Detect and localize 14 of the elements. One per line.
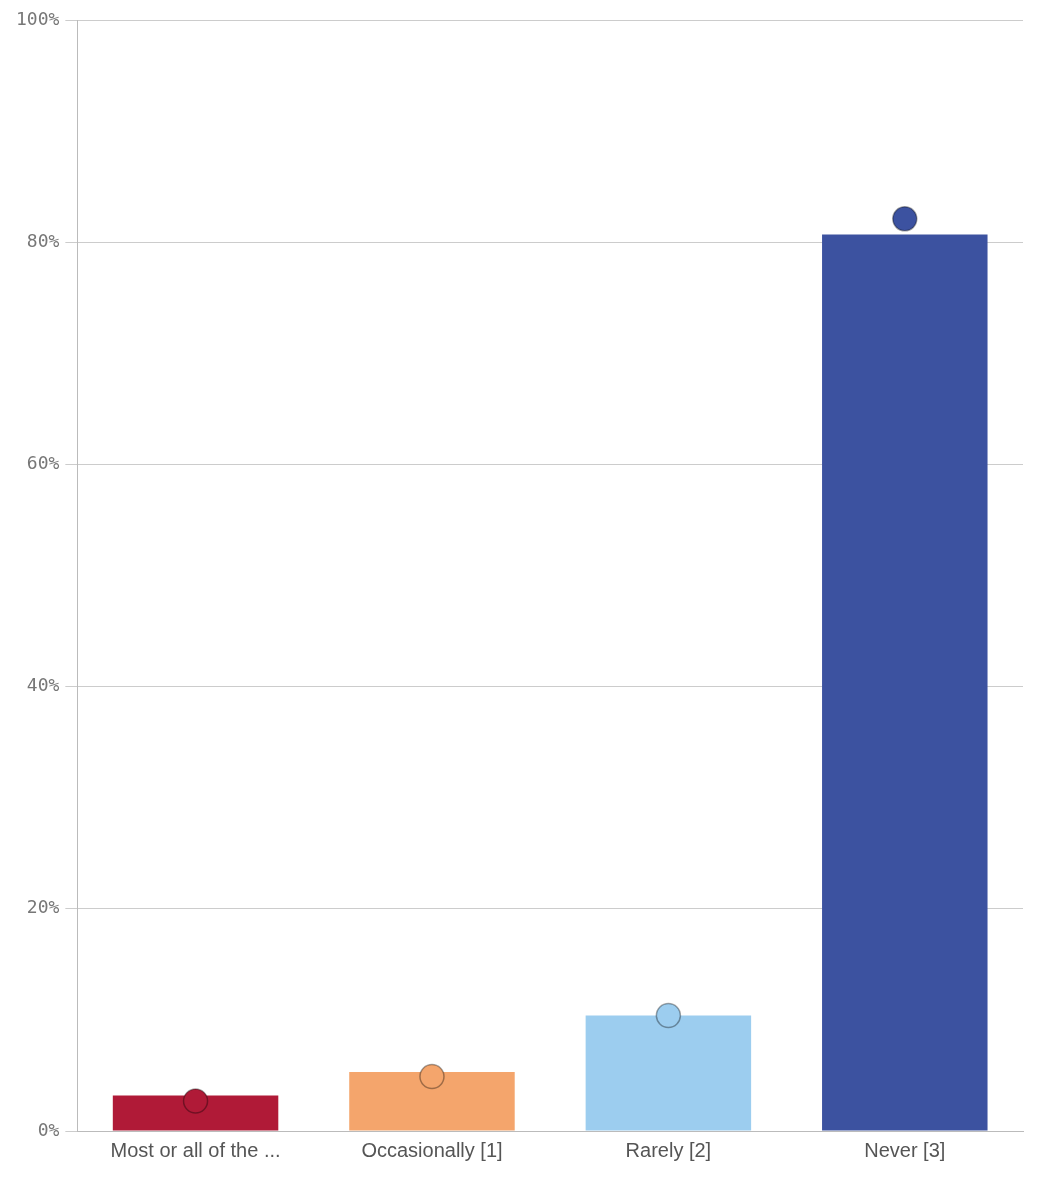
point xyxy=(655,1002,682,1029)
x-tick-label: Never [3] xyxy=(864,1138,946,1161)
point xyxy=(419,1063,445,1090)
y-tick-label: 100% xyxy=(15,7,60,29)
y-tick-label: 80% xyxy=(26,229,60,251)
y-tick-label: 0% xyxy=(37,1118,60,1140)
point xyxy=(892,206,918,232)
x-tick-label: Rarely [2] xyxy=(625,1138,712,1161)
y-tick-label: 20% xyxy=(26,896,60,918)
y-tick-label: 60% xyxy=(26,452,60,474)
y-tick-label: 40% xyxy=(26,674,60,696)
point xyxy=(182,1088,209,1114)
x-tick-label: Most or all of the ... xyxy=(110,1138,281,1161)
x-tick-label: Occasionally [1] xyxy=(361,1138,503,1161)
